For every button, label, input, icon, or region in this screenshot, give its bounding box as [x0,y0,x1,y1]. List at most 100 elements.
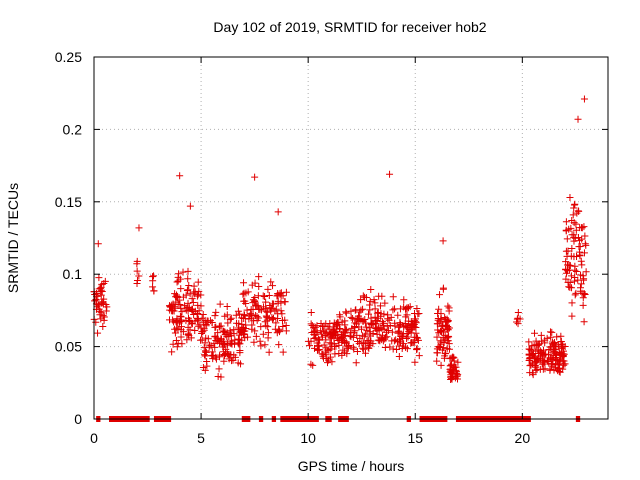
data-point [189,299,197,307]
data-point [532,358,540,366]
data-point [403,305,411,313]
data-point [261,341,269,349]
data-point [190,290,198,298]
data-point [199,328,207,336]
data-point [95,285,103,293]
data-point [361,319,369,327]
data-point [411,358,419,366]
data-point [259,330,267,338]
data-point [265,292,273,300]
data-point [177,285,185,293]
data-point [178,308,186,316]
data-point [435,342,443,350]
data-point [568,244,576,252]
data-point [182,317,190,325]
data-point [551,361,559,369]
data-point [220,348,228,356]
data-point [447,374,455,382]
data-point [274,208,282,216]
data-point [279,348,287,356]
data-point [336,325,344,333]
data-point [562,275,570,283]
data-point [574,115,582,123]
data-point [174,277,182,285]
data-point [514,308,522,316]
data-point [172,337,180,345]
data-point [359,344,367,352]
data-point [433,357,441,365]
data-point [576,252,584,260]
data-point [546,354,554,362]
data-point [315,336,323,344]
data-point [277,289,285,297]
data-point [93,303,101,311]
data-point [184,286,192,294]
data-point [184,330,192,338]
data-point [220,328,228,336]
data-point [537,348,545,356]
data-point [355,312,363,320]
data-point [173,293,181,301]
data-point [413,334,421,342]
data-point [574,207,582,215]
data-point [133,267,141,275]
data-point [165,316,173,324]
grid-lines [94,57,608,419]
data-point [217,322,225,330]
data-point [171,329,179,337]
data-point [198,336,206,344]
data-point [439,285,447,293]
data-point [449,353,457,361]
data-point [452,366,460,374]
data-point [568,284,576,292]
data-point [577,280,585,288]
y-tick-label: 0.1 [63,266,83,282]
data-point [94,240,102,248]
data-point [214,372,222,380]
data-point [340,328,348,336]
data-point [216,300,224,308]
data-point [177,333,185,341]
data-point [445,307,453,315]
data-point [215,365,223,373]
data-point [342,309,350,317]
data-point [366,330,374,338]
data-point [227,314,235,322]
data-point [190,310,198,318]
data-point [566,193,574,201]
data-point [326,320,334,328]
data-point [251,173,259,181]
data-point [545,346,553,354]
data-point [370,296,378,304]
data-point [220,340,228,348]
data-point [277,307,285,315]
data-point [445,340,453,348]
data-point [212,323,220,331]
data-point [445,333,453,341]
data-point [262,322,270,330]
data-point [572,268,580,276]
data-point [247,311,255,319]
data-point [379,321,387,329]
data-point [184,275,192,283]
data-point [251,327,259,335]
x-tick-label: 20 [515,430,531,446]
data-point [133,260,141,268]
data-point [169,340,177,348]
data-point [340,337,348,345]
data-point [196,321,204,329]
data-point [103,303,111,311]
data-point [385,316,393,324]
data-point [217,335,225,343]
data-point [577,271,585,279]
data-point [307,360,315,368]
data-point [537,356,545,364]
data-point [434,320,442,328]
data-point [176,312,184,320]
data-point [317,327,325,335]
data-point [390,337,398,345]
data-point [570,204,578,212]
data-point [279,322,287,330]
data-point [274,297,282,305]
data-point [188,320,196,328]
